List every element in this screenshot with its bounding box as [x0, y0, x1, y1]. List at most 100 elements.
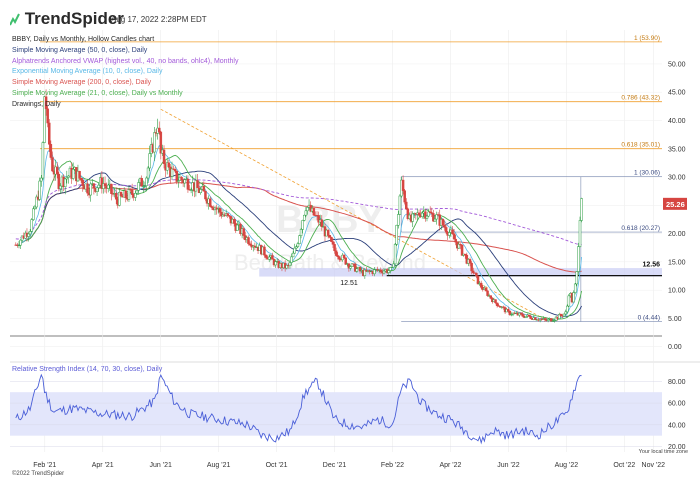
candle-body: [100, 177, 104, 189]
candle-body: [274, 261, 277, 266]
candle-body: [285, 265, 288, 269]
candle-body: [334, 250, 338, 256]
candle-body: [521, 313, 524, 317]
rsi-band: [10, 392, 662, 436]
legend-item[interactable]: Simple Moving Average (50, 0, close), Da…: [12, 46, 238, 57]
candle-body: [468, 259, 472, 264]
candle-body: [580, 198, 583, 221]
candle-body: [355, 268, 359, 272]
candle-body: [143, 185, 147, 187]
candle-body: [167, 162, 171, 168]
candle-body: [19, 239, 22, 246]
candle-body: [51, 157, 54, 172]
candle-body: [264, 254, 268, 258]
candle-body: [333, 244, 336, 252]
candle-body: [232, 219, 236, 224]
price-tick-label: 50.00: [668, 61, 686, 68]
rsi-tick-label: 40.00: [668, 422, 686, 429]
rsi-panel[interactable]: 20.00 40.00 60.00 80.00: [10, 373, 686, 451]
candle-body: [145, 177, 148, 186]
candle-body: [210, 206, 214, 208]
candle-body: [454, 238, 457, 243]
candle-body: [527, 314, 531, 317]
candle-body: [328, 235, 332, 238]
legend-item-label: BBBY, Daily vs Monthly, Hollow Candles c…: [12, 36, 155, 43]
candle-body: [130, 189, 134, 195]
legend-item-label: Exponential Moving Average (10, 0, close…: [12, 68, 163, 76]
candle-body: [411, 213, 414, 222]
candle-body: [347, 263, 351, 269]
candle-body: [382, 270, 386, 274]
candle-body: [247, 237, 250, 245]
legend-item[interactable]: BBBY, Daily vs Monthly, Hollow Candles c…: [12, 35, 238, 46]
candle-body: [135, 190, 139, 194]
candle-body: [567, 295, 571, 307]
legend-item[interactable]: Exponential Moving Average (10, 0, close…: [12, 67, 238, 78]
candle-body: [432, 213, 435, 222]
candle-body: [110, 183, 113, 194]
legend-item[interactable]: Simple Moving Average (200, 0, close), D…: [12, 78, 238, 89]
candle-body: [44, 96, 48, 110]
candle-body: [424, 211, 427, 219]
candle-body: [475, 272, 478, 277]
candle-body: [317, 215, 320, 223]
candle-body: [476, 275, 480, 285]
candle-body: [529, 316, 532, 319]
candle-body: [180, 176, 183, 181]
candle-body: [95, 187, 99, 192]
candle-body: [379, 269, 383, 273]
candle-body: [59, 185, 62, 189]
legend-item[interactable]: Simple Moving Average (21, 0, close), Da…: [12, 89, 238, 100]
candle-body: [162, 149, 166, 164]
candle-body: [89, 183, 92, 196]
candle-body: [338, 256, 341, 260]
candle-body: [326, 229, 330, 236]
candle-body: [507, 308, 510, 312]
candle-body: [118, 192, 121, 206]
price-tick-label: 5.00: [668, 316, 682, 323]
time-tick-label: Oct '21: [266, 462, 288, 469]
candle-body: [271, 255, 274, 260]
price-tick-label: 40.00: [668, 118, 686, 125]
timezone-label[interactable]: Your local time zone: [638, 449, 688, 455]
fib-label: 1 (30.06): [634, 170, 660, 177]
candle-body: [81, 179, 84, 187]
price-tick-label: 20.00: [668, 231, 686, 238]
price-tick-label: 30.00: [668, 175, 686, 182]
candle-body: [497, 305, 500, 307]
candle-body: [228, 215, 231, 217]
candle-body: [299, 229, 303, 236]
time-tick-label: Jun '21: [150, 462, 172, 469]
candle-body: [312, 207, 316, 216]
candle-body: [401, 179, 405, 191]
candle-body: [202, 186, 206, 192]
candle-body: [373, 269, 376, 275]
candle-body: [242, 228, 245, 236]
candle-body: [303, 214, 306, 221]
candle-body: [452, 233, 456, 240]
candle-body: [460, 244, 464, 256]
candle-body: [427, 211, 430, 217]
fib-label: 1 (53.90): [634, 35, 660, 42]
fib-label: 0 (4.44): [638, 315, 660, 322]
candle-body: [508, 310, 512, 315]
candle-body: [140, 178, 143, 187]
legend-item-label: Alphatrends Anchored VWAP (highest vol.,…: [12, 57, 239, 65]
legend-item[interactable]: Alphatrends Anchored VWAP (highest vol.,…: [12, 57, 238, 68]
candle-body: [43, 96, 46, 143]
candle-body: [293, 247, 296, 254]
candle-body: [502, 306, 505, 308]
candle-body: [403, 190, 406, 203]
candle-body: [218, 208, 222, 213]
legend-item[interactable]: Drawings, Daily: [12, 100, 238, 111]
candle-body: [208, 198, 212, 207]
candle-body: [519, 312, 523, 315]
candle-body: [417, 212, 421, 216]
candle-body: [49, 144, 53, 158]
candle-body: [46, 108, 49, 124]
fib-label: 0.786 (43.32): [621, 95, 660, 102]
candle-body: [220, 212, 223, 217]
candle-body: [30, 219, 33, 232]
candle-body: [186, 178, 190, 190]
